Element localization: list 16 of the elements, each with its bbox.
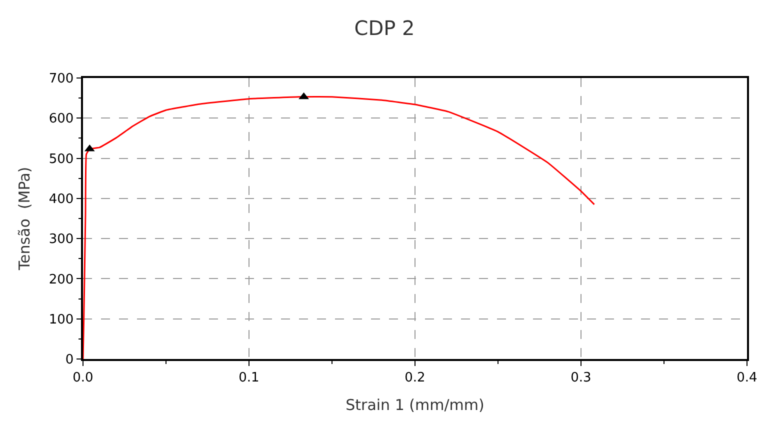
x-tick-label: 0.2 — [404, 370, 426, 386]
y-tick-label: 600 — [48, 112, 74, 127]
y-tick-label: 300 — [48, 232, 74, 248]
y-tick-label: 0 — [65, 352, 74, 368]
x-tick-label: 0.4 — [736, 370, 758, 386]
y-tick-label: 100 — [48, 312, 74, 328]
y-tick-label: 400 — [48, 192, 74, 207]
x-tick-label: 0.1 — [238, 370, 260, 386]
y-tick-label: 500 — [48, 152, 74, 167]
y-axis-title: Tensão (MPa) — [16, 166, 34, 272]
x-tick-label: 0.3 — [570, 370, 592, 386]
y-tick-label: 700 — [48, 72, 74, 87]
chart-title: CDP 2 — [354, 16, 415, 40]
y-tick-label: 200 — [48, 272, 74, 288]
x-axis-title: Strain 1 (mm/mm) — [346, 396, 484, 414]
x-tick-label: 0.0 — [72, 370, 94, 386]
